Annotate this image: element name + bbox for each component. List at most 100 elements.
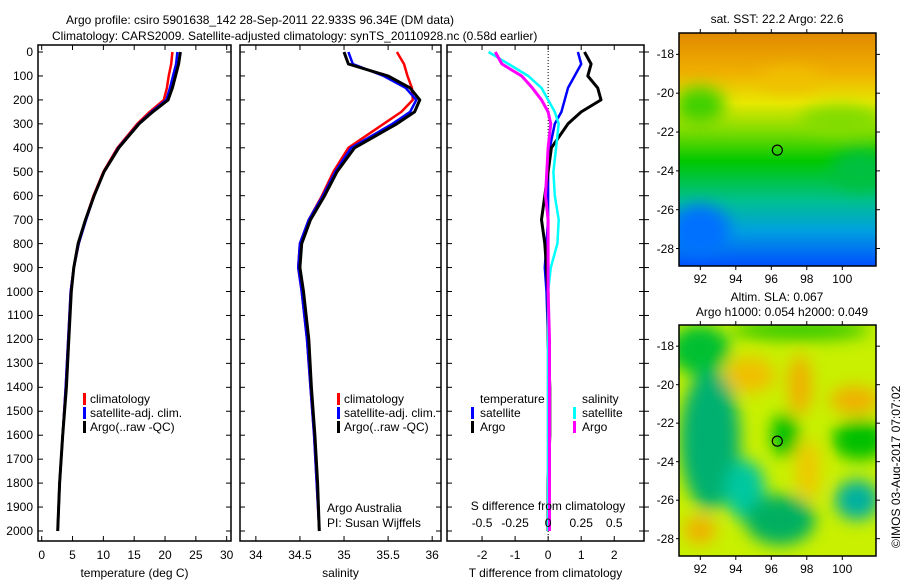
legend-label: Argo: [582, 420, 608, 434]
x2-axis-label: S difference from climatology: [470, 499, 626, 513]
x-tick-label: 1: [577, 548, 585, 562]
legend-swatch: [83, 393, 86, 405]
map-y-tick-label: -28: [656, 531, 674, 546]
map-x-tick-label: 92: [693, 272, 707, 286]
panel-frame-2: [446, 44, 645, 542]
x-tick-label: 35.5: [376, 548, 400, 562]
y-tick-label: 800: [12, 236, 33, 251]
y-tick-label: 1800: [6, 476, 33, 491]
x-tick-label: 36: [425, 548, 439, 562]
x-tick-label: 34.5: [288, 548, 312, 562]
figure-title: Argo profile: csiro 5901638_142 28-Sep-2…: [66, 13, 455, 27]
series-line-argo-raw-qc-: [56, 51, 182, 532]
x2-tick-label: 0: [544, 516, 552, 530]
map-y-tick-label: -24: [656, 163, 674, 178]
y-tick-label: 0: [26, 45, 33, 59]
y-tick-label: 1400: [6, 380, 33, 395]
series-line-climatology: [56, 51, 174, 532]
map-x-tick-label: 92: [693, 562, 707, 576]
x-tick-label: 15: [127, 548, 141, 562]
map-x-tick-label: 98: [800, 562, 814, 576]
y-tick-label: 600: [12, 188, 33, 203]
x-tick-label: 5: [69, 548, 76, 562]
y-tick-label: 1200: [6, 332, 33, 347]
legend-label: satellite-adj. clim.: [90, 406, 183, 420]
y-tick-label: 2000: [6, 524, 33, 538]
x-axis-label: salinity: [322, 566, 359, 580]
legend-swatch: [337, 421, 340, 433]
sla-map-title: Altim. SLA: 0.067: [730, 290, 824, 304]
legend-label: climatology: [90, 392, 151, 406]
map-y-tick-label: -18: [656, 339, 674, 354]
sla-map-subtitle: Argo h1000: 0.054 h2000: 0.049: [695, 305, 869, 319]
y-tick-label: 1000: [6, 284, 33, 299]
map-x-tick-label: 94: [729, 272, 743, 286]
series-line-salinity-argo: [493, 51, 553, 531]
y-tick-label: 1300: [6, 356, 33, 371]
legend-label: temperature: [480, 392, 545, 406]
legend-swatch: [573, 421, 576, 433]
y-tick-label: 1600: [6, 428, 33, 443]
y-tick-label: 300: [12, 116, 33, 131]
y-tick-label: 100: [12, 68, 33, 83]
x-tick-label: 0: [38, 548, 46, 562]
panel-frame-1: [239, 44, 442, 542]
legend-label: Argo(..raw -QC): [90, 420, 175, 434]
map-x-tick-label: 96: [764, 562, 778, 576]
y-tick-label: 1100: [7, 308, 33, 323]
map-x-tick-label: 96: [764, 272, 778, 286]
y-tick-label: 900: [12, 260, 33, 275]
map-frame: [678, 32, 877, 267]
legend-swatch: [337, 407, 340, 419]
x-tick-label: -2: [476, 548, 488, 562]
y-tick-label: 500: [12, 164, 33, 179]
map-y-tick-label: -22: [656, 125, 674, 140]
argo-location-marker: [771, 144, 783, 156]
legend-swatch: [471, 407, 474, 419]
map-y-tick-label: -20: [656, 86, 674, 101]
x-axis-label: temperature (deg C): [80, 566, 189, 580]
x-tick-label: 10: [96, 548, 111, 562]
y-tick-label: 1500: [6, 404, 33, 419]
x2-tick-label: 0.25: [569, 516, 593, 530]
y-tick-label: 1900: [6, 500, 33, 515]
map-x-tick-label: 94: [729, 562, 743, 576]
x2-tick-label: -0.5: [471, 516, 493, 530]
map-y-tick-label: -24: [656, 454, 674, 469]
legend-label: Argo: [480, 420, 506, 434]
x-tick-label: 35: [337, 548, 351, 562]
map-y-tick-label: -20: [656, 377, 674, 392]
map-x-tick-label: 98: [800, 272, 814, 286]
x-tick-label: 20: [158, 548, 172, 562]
x-tick-label: -1: [509, 548, 521, 562]
map-y-tick-label: -26: [656, 493, 674, 508]
figure-subtitle: Climatology: CARS2009. Satellite-adjuste…: [52, 29, 538, 43]
argo-location-marker: [771, 435, 783, 447]
x2-tick-label: -0.25: [501, 516, 529, 530]
map-y-tick-label: -18: [656, 47, 674, 62]
sst-map: [679, 33, 876, 266]
legend-label: satellite-adj. clim.: [344, 406, 437, 420]
map-y-tick-label: -22: [656, 416, 674, 431]
pi-text: PI: Susan Wijffels: [327, 516, 421, 530]
y-tick-label: 200: [12, 92, 33, 107]
series-line-argo-raw-qc-: [298, 51, 422, 532]
legend-swatch: [83, 421, 86, 433]
legend-label: Argo(..raw -QC): [344, 420, 429, 434]
sla-map: [679, 325, 876, 556]
y-tick-label: 400: [12, 140, 33, 155]
map-frame: [678, 324, 877, 557]
legend-label: salinity: [582, 392, 619, 406]
sst-anomalies: [679, 68, 876, 255]
legend-swatch: [337, 393, 340, 405]
y-tick-label: 700: [12, 212, 33, 227]
legend-label: satellite: [480, 406, 521, 420]
legend-label: climatology: [344, 392, 405, 406]
x-tick-label: 0: [544, 548, 552, 562]
sst-map-title: sat. SST: 22.2 Argo: 22.6: [710, 12, 844, 26]
x-tick-label: 25: [189, 548, 203, 562]
map-y-tick-label: -28: [656, 241, 674, 256]
x-tick-label: 2: [610, 548, 618, 562]
